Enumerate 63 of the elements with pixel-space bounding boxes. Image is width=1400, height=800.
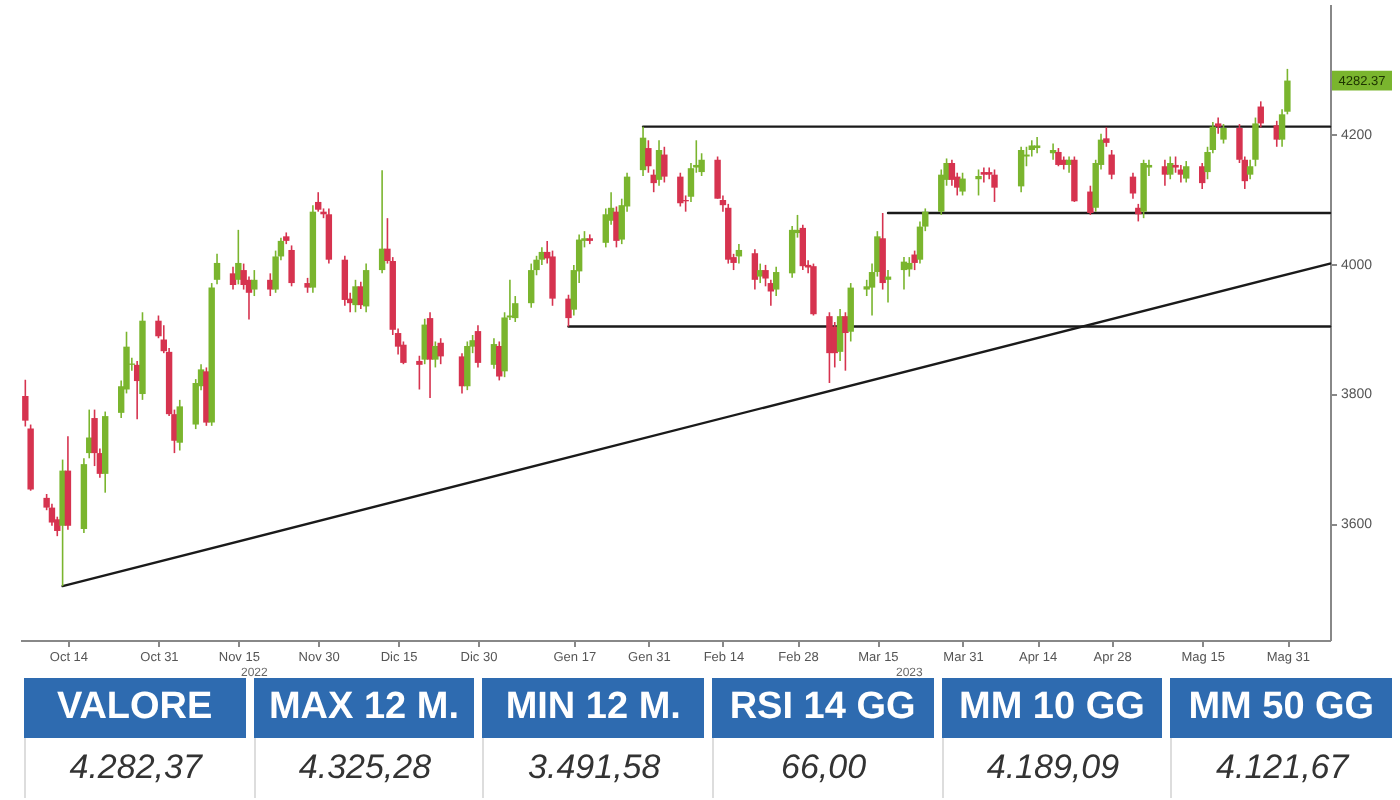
candlestick (325, 207, 333, 265)
candlestick (362, 262, 370, 314)
candlestick (1071, 155, 1078, 203)
candlestick (1103, 126, 1110, 148)
candlestick (1246, 158, 1254, 181)
candlestick (879, 212, 886, 291)
candlestick (565, 293, 572, 328)
candlestick (1017, 145, 1025, 193)
candlestick (235, 229, 242, 286)
candlestick (911, 249, 918, 271)
candlestick (762, 264, 769, 288)
candlestick (906, 256, 913, 278)
candlestick (1214, 116, 1222, 135)
candlestick (826, 311, 833, 384)
candlestick (1252, 116, 1259, 168)
candlestick (991, 168, 998, 203)
candlestick (352, 279, 359, 314)
text: MM 50 GG (1170, 678, 1392, 738)
candlestick (22, 378, 29, 428)
candlestick (772, 266, 780, 297)
text: MIN 12 M. (482, 678, 704, 738)
text: 4.325,28 (253, 738, 475, 798)
text: 4.189,09 (941, 738, 1163, 798)
candlestick (959, 171, 966, 197)
candlestick (975, 168, 982, 197)
text: 66,00 (711, 738, 934, 798)
candlestick (661, 145, 668, 184)
candlestick (847, 282, 854, 343)
text: MAX 12 M. (253, 678, 475, 738)
candlestick (613, 205, 620, 249)
candlestick (416, 354, 423, 391)
candlestick (341, 255, 349, 307)
candlestick (1033, 136, 1041, 155)
candlestick (1167, 155, 1174, 181)
candlestick (1220, 123, 1227, 145)
candlestick (1028, 139, 1035, 158)
candlestick (474, 324, 482, 369)
candlestick (650, 168, 657, 193)
candlestick (751, 248, 759, 291)
candlestick (251, 269, 258, 297)
candlestick (464, 340, 471, 391)
candlestick (176, 399, 183, 452)
candlestick (799, 223, 806, 271)
candlestick (948, 158, 956, 187)
text: 4.282,37 (24, 738, 246, 798)
candlestick (437, 337, 444, 365)
candlestick (549, 249, 556, 307)
candlestick (645, 139, 652, 174)
candlestick (315, 191, 322, 213)
text: VALORE (24, 678, 246, 738)
candlestick (842, 311, 849, 372)
candlestick (288, 244, 295, 288)
candlestick (528, 262, 535, 309)
candlestick (432, 340, 439, 369)
candlestick (1183, 160, 1190, 184)
candlestick (1108, 149, 1115, 181)
text: RSI 14 GG (711, 678, 934, 738)
candlestick (1055, 147, 1062, 168)
candlestick (677, 171, 684, 208)
text: MM 10 GG (941, 678, 1163, 738)
text: 4.121,67 (1170, 738, 1392, 798)
text: 3.491,58 (482, 738, 704, 798)
candlestick (1129, 171, 1137, 200)
